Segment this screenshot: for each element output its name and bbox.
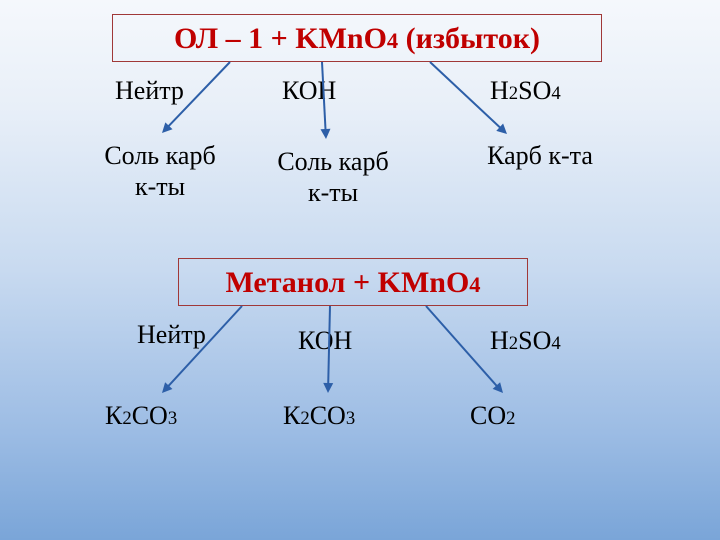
cond-koh-2: КОН	[298, 326, 352, 356]
product-line: к-ты	[135, 172, 185, 201]
cond-koh-1: КОН	[282, 76, 336, 106]
product-part: К	[105, 401, 122, 430]
product-part: СО	[310, 401, 346, 430]
product-sub: 2	[300, 408, 309, 429]
product-part: СО	[470, 401, 506, 430]
header2-prefix: Метанол + KMnO	[225, 266, 469, 299]
cond-part: SO	[518, 326, 551, 355]
header1-sub: 4	[387, 28, 398, 53]
cond-sub: 2	[509, 83, 518, 104]
product-sub: 2	[506, 408, 515, 429]
product-k2co3-1: К2СО3	[105, 400, 225, 431]
cond-text: КОН	[282, 76, 336, 105]
cond-neutral-1: Нейтр	[115, 76, 184, 106]
product-sub: 3	[346, 408, 355, 429]
cond-sub: 4	[551, 83, 560, 104]
product-line: Карб к-та	[487, 141, 593, 170]
cond-sub: 2	[509, 333, 518, 354]
product-part: СО	[132, 401, 168, 430]
cond-h2so4-1: Н2SO4	[490, 76, 561, 106]
cond-part: SO	[518, 76, 551, 105]
product-sub: 3	[168, 408, 177, 429]
cond-part: Н	[490, 326, 509, 355]
product-co2: СО2	[470, 400, 570, 431]
product-carbsalt-2: Соль карб к-ты	[253, 146, 413, 208]
header-box-2: Метанол + KMnO4	[178, 258, 528, 306]
cond-text: КОН	[298, 326, 352, 355]
product-carbsalt-1: Соль карб к-ты	[80, 140, 240, 202]
header1-prefix: ОЛ – 1 + KMnO	[174, 22, 387, 55]
product-k2co3-2: К2СО3	[283, 400, 403, 431]
cond-text: Нейтр	[115, 76, 184, 105]
header-box-1: ОЛ – 1 + KMnO4 (избыток)	[112, 14, 602, 62]
product-line: Соль карб	[104, 141, 215, 170]
product-line: Соль карб	[277, 147, 388, 176]
cond-h2so4-2: Н2SO4	[490, 326, 561, 356]
product-sub: 2	[122, 408, 131, 429]
product-carbacid: Карб к-та	[450, 140, 630, 171]
cond-neutral-2: Нейтр	[137, 320, 206, 350]
header1-suffix: (избыток)	[398, 22, 540, 55]
cond-text: Нейтр	[137, 320, 206, 349]
cond-part: Н	[490, 76, 509, 105]
product-line: к-ты	[308, 178, 358, 207]
header2-sub: 4	[469, 272, 480, 297]
cond-sub: 4	[551, 333, 560, 354]
product-part: К	[283, 401, 300, 430]
